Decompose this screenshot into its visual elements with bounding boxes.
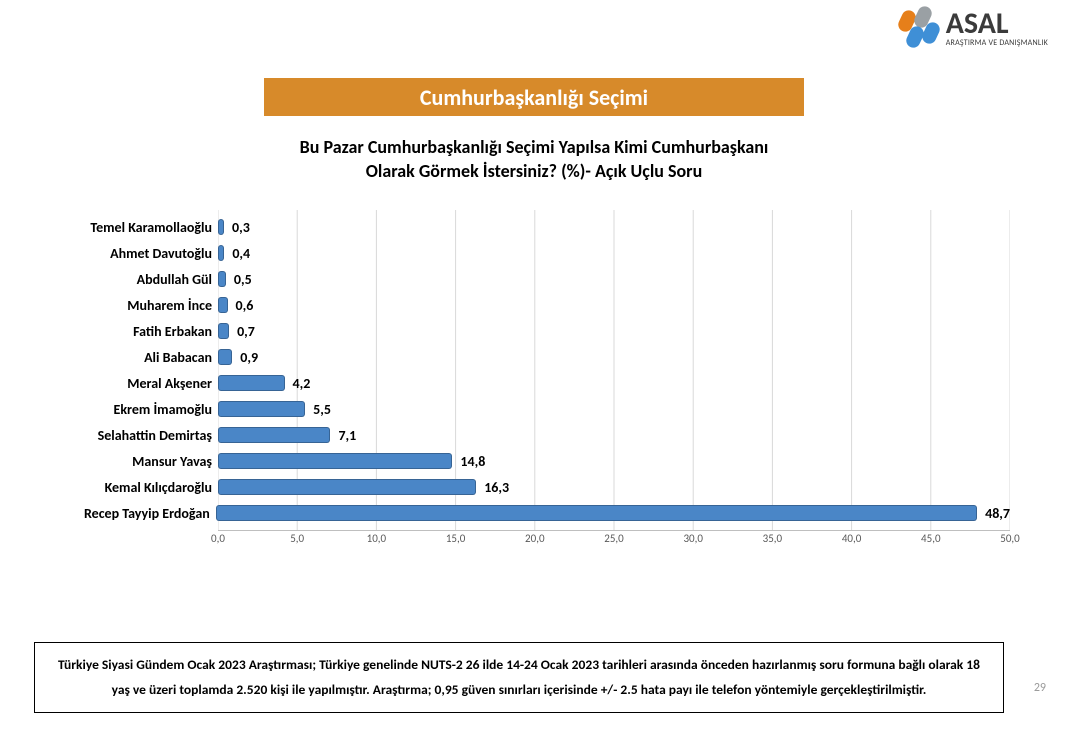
bar-row: Abdullah Gül 0,5 [40, 267, 1010, 291]
x-tick-label: 45,0 [921, 532, 940, 545]
bar-rect [218, 323, 229, 339]
x-tick-label: 30,0 [683, 532, 702, 545]
bar-rect [218, 401, 305, 417]
bar-category-label: Selahattin Demirtaş [40, 427, 218, 444]
bar-row: Muharem İnce 0,6 [40, 293, 1010, 317]
bar-rect [218, 427, 330, 443]
x-tick-label: 25,0 [604, 532, 623, 545]
bar-row: Recep Tayyip Erdoğan 48,7 [40, 501, 1010, 525]
brand-logo-mark [896, 8, 942, 48]
brand-logo-text: ASAL [946, 9, 1048, 39]
bar-value-label: 0,7 [237, 323, 255, 340]
bar-rect [218, 271, 226, 287]
slide-title-band: Cumhurbaşkanlığı Seçimi [264, 78, 804, 116]
bar-category-label: Fatih Erbakan [40, 323, 218, 340]
bar-value-label: 48,7 [985, 505, 1010, 522]
bar-value-label: 14,8 [460, 453, 485, 470]
question-block: Bu Pazar Cumhurbaşkanlığı Seçimi Yapılsa… [0, 135, 1068, 184]
bar-category-label: Temel Karamollaoğlu [40, 219, 218, 236]
bar-rect [218, 375, 285, 391]
bar-row: Mansur Yavaş 14,8 [40, 449, 1010, 473]
bar-rect [218, 245, 224, 261]
bar-value-label: 7,1 [338, 427, 356, 444]
x-tick-label: 35,0 [763, 532, 782, 545]
bar-row: Meral Akşener 4,2 [40, 371, 1010, 395]
bar-value-label: 0,4 [232, 245, 250, 262]
bar-row: Ahmet Davutoğlu 0,4 [40, 241, 1010, 265]
bar-row: Selahattin Demirtaş 7,1 [40, 423, 1010, 447]
x-tick-label: 5,0 [290, 532, 304, 545]
slide-title-text: Cumhurbaşkanlığı Seçimi [420, 84, 648, 111]
bar-category-label: Abdullah Gül [40, 271, 218, 288]
bar-chart: Temel Karamollaoğlu 0,3 Ahmet Davutoğlu 0,4… [40, 210, 1030, 560]
bar-rect [218, 479, 476, 495]
x-tick-label: 20,0 [525, 532, 544, 545]
x-tick-label: 50,0 [1000, 532, 1019, 545]
bar-row: Kemal Kılıçdaroğlu 16,3 [40, 475, 1010, 499]
bar-category-label: Ahmet Davutoğlu [40, 245, 218, 262]
bar-rect [218, 349, 232, 365]
bar-rect [216, 505, 977, 521]
bar-value-label: 0,6 [236, 297, 254, 314]
question-line-1: Bu Pazar Cumhurbaşkanlığı Seçimi Yapılsa… [0, 135, 1068, 159]
question-line-2: Olarak Görmek İstersiniz? (%)- Açık Uçlu… [0, 159, 1068, 183]
bar-value-label: 0,3 [232, 219, 250, 236]
x-tick-label: 0,0 [211, 532, 225, 545]
bar-category-label: Meral Akşener [40, 375, 218, 392]
chart-x-axis-ticks: 0,05,010,015,020,025,030,035,040,045,050… [218, 532, 1010, 552]
brand-logo: ASAL ARAŞTIRMA VE DANIŞMANLIK [896, 8, 1048, 48]
bar-row: Temel Karamollaoğlu 0,3 [40, 215, 1010, 239]
bar-category-label: Ekrem İmamoğlu [40, 401, 218, 418]
chart-plot-area: Temel Karamollaoğlu0,3Ahmet Davutoğlu0,4… [218, 210, 1010, 531]
bar-value-label: 0,9 [240, 349, 258, 366]
x-tick-label: 10,0 [367, 532, 386, 545]
bar-category-label: Muharem İnce [40, 297, 218, 314]
x-tick-label: 15,0 [446, 532, 465, 545]
bar-category-label: Kemal Kılıçdaroğlu [40, 479, 218, 496]
x-tick-label: 40,0 [842, 532, 861, 545]
bar-rect [218, 453, 452, 469]
bar-value-label: 0,5 [234, 271, 252, 288]
bar-value-label: 4,2 [293, 375, 311, 392]
bar-rect [218, 219, 224, 235]
bar-value-label: 5,5 [313, 401, 331, 418]
bar-rect [218, 297, 228, 313]
bar-value-label: 16,3 [484, 479, 509, 496]
page-number: 29 [1034, 681, 1046, 695]
bar-row: Fatih Erbakan 0,7 [40, 319, 1010, 343]
brand-logo-subtext: ARAŞTIRMA VE DANIŞMANLIK [946, 39, 1048, 47]
bar-category-label: Mansur Yavaş [40, 453, 218, 470]
bar-category-label: Ali Babacan [40, 349, 218, 366]
methodology-footnote: Türkiye Siyasi Gündem Ocak 2023 Araştırm… [34, 642, 1004, 713]
bar-category-label: Recep Tayyip Erdoğan [40, 505, 216, 522]
bar-row: Ali Babacan 0,9 [40, 345, 1010, 369]
bar-row: Ekrem İmamoğlu 5,5 [40, 397, 1010, 421]
